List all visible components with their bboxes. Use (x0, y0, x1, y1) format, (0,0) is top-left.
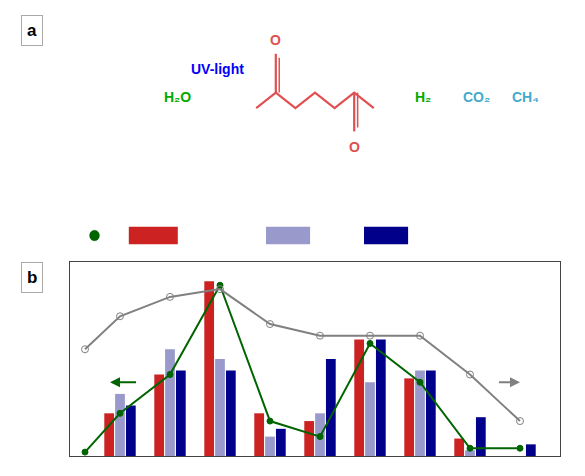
svg-text:CO₂: CO₂ (463, 89, 490, 105)
svg-text:O: O (349, 139, 360, 155)
svg-text:O: O (270, 32, 281, 48)
svg-text:H₂: H₂ (415, 89, 431, 105)
svg-text:H₂O: H₂O (164, 89, 191, 105)
svg-text:UV-light: UV-light (191, 61, 244, 77)
svg-text:a: a (27, 21, 37, 40)
svg-text:CH₄: CH₄ (512, 89, 539, 105)
svg-text:b: b (27, 268, 37, 287)
